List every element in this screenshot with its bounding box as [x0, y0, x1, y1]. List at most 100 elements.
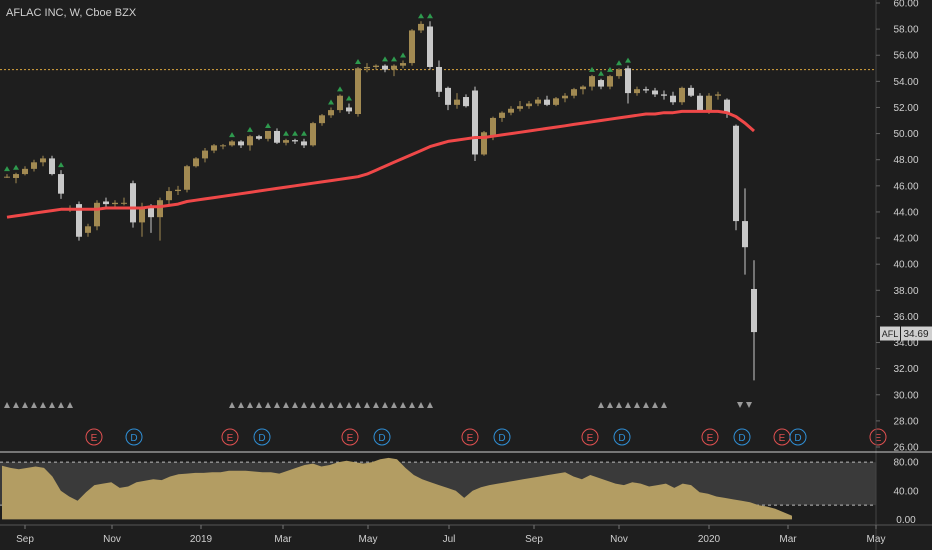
earnings-event-label: E — [227, 433, 234, 444]
time-tick-label: Nov — [103, 534, 121, 545]
earnings-event-label: E — [587, 433, 594, 444]
pattern-up-marker — [643, 402, 649, 408]
price-tick-label: 42.00 — [893, 234, 918, 245]
earnings-event-marker — [341, 428, 359, 446]
dividend-event-label: D — [498, 433, 505, 444]
pattern-up-marker — [598, 402, 604, 408]
candle-body — [283, 140, 289, 143]
candle-body — [76, 204, 82, 237]
signal-up-arrow — [265, 122, 271, 128]
earnings-event-marker — [85, 428, 103, 446]
candle-body — [751, 288, 757, 333]
dividend-event-label: D — [738, 433, 745, 444]
candle-body — [238, 141, 244, 146]
pattern-up-marker — [373, 402, 379, 408]
time-tick-label: Mar — [779, 534, 797, 545]
candle-body — [508, 108, 514, 113]
oscillator-tick-label: 40.00 — [893, 486, 918, 497]
candle-body — [571, 89, 577, 96]
candle-body — [634, 89, 640, 94]
pattern-up-marker — [346, 402, 352, 408]
pattern-up-marker — [616, 402, 622, 408]
pattern-up-marker — [427, 402, 433, 408]
candle-body — [742, 221, 748, 248]
signal-up-arrow — [346, 95, 352, 101]
pattern-up-marker — [247, 402, 253, 408]
dividend-event-marker — [493, 428, 511, 446]
candle-body — [382, 65, 388, 70]
symbol-label: AFL — [882, 329, 899, 339]
candle-body — [427, 26, 433, 67]
candle-body — [193, 158, 199, 167]
oscillator-area — [2, 457, 792, 520]
pattern-up-marker — [364, 402, 370, 408]
candle-body — [409, 30, 415, 64]
price-tick-label: 34.00 — [893, 338, 918, 349]
signal-up-arrow — [355, 58, 361, 64]
candle-body — [112, 202, 118, 205]
price-tick-label: 40.00 — [893, 260, 918, 271]
pattern-up-marker — [265, 402, 271, 408]
candle-body — [391, 65, 397, 70]
pattern-up-marker — [13, 402, 19, 408]
candle-body — [625, 68, 631, 94]
price-tick-label: 50.00 — [893, 129, 918, 140]
pattern-up-marker — [337, 402, 343, 408]
candle-body — [580, 86, 586, 90]
candle-body — [148, 208, 154, 218]
price-tick-label: 38.00 — [893, 286, 918, 297]
signal-up-arrow — [400, 52, 406, 58]
candle-body — [535, 99, 541, 104]
candle-body — [607, 76, 613, 87]
candle-body — [472, 90, 478, 155]
last-price-label: 34.69 — [903, 329, 928, 340]
time-tick-label: 2020 — [698, 534, 721, 545]
candle-body — [292, 140, 298, 142]
candle-body — [724, 99, 730, 113]
dividend-event-label: D — [794, 433, 801, 444]
price-tick-label: 44.00 — [893, 207, 918, 218]
pattern-up-marker — [418, 402, 424, 408]
signal-up-arrow — [382, 56, 388, 62]
candle-body — [265, 130, 271, 139]
candle-body — [130, 183, 136, 223]
pattern-up-marker — [652, 402, 658, 408]
earnings-event-label: E — [467, 433, 474, 444]
oscillator-tick-label: 80.00 — [893, 458, 918, 469]
candle-body — [184, 166, 190, 190]
signal-up-arrow — [391, 56, 397, 62]
candle-body — [319, 115, 325, 124]
pattern-up-marker — [391, 402, 397, 408]
pattern-up-marker — [67, 402, 73, 408]
pattern-up-marker — [49, 402, 55, 408]
moving-average-line — [6, 109, 755, 219]
pattern-up-marker — [229, 402, 235, 408]
pattern-up-marker — [238, 402, 244, 408]
candle-body — [643, 89, 649, 91]
dividend-event-label: D — [130, 433, 137, 444]
dividend-event-label: D — [618, 433, 625, 444]
signal-up-arrow — [301, 130, 307, 136]
price-tick-label: 32.00 — [893, 364, 918, 375]
candle-body — [364, 66, 370, 69]
signal-up-arrow — [247, 126, 253, 132]
signal-up-arrow — [607, 66, 613, 72]
dividend-event-marker — [613, 428, 631, 446]
earnings-event-label: E — [347, 433, 354, 444]
candle-body — [220, 145, 226, 147]
candle-body — [445, 87, 451, 105]
dividend-event-marker — [125, 428, 143, 446]
pattern-up-marker — [625, 402, 631, 408]
candle-body — [373, 65, 379, 67]
price-tick-label: 26.00 — [893, 443, 918, 454]
candle-body — [22, 168, 28, 175]
pattern-up-marker — [634, 402, 640, 408]
pattern-up-marker — [4, 402, 10, 408]
earnings-event-label: E — [779, 433, 786, 444]
signal-up-arrow — [4, 166, 10, 172]
candle-body — [58, 174, 64, 194]
signal-up-arrow — [292, 130, 298, 136]
